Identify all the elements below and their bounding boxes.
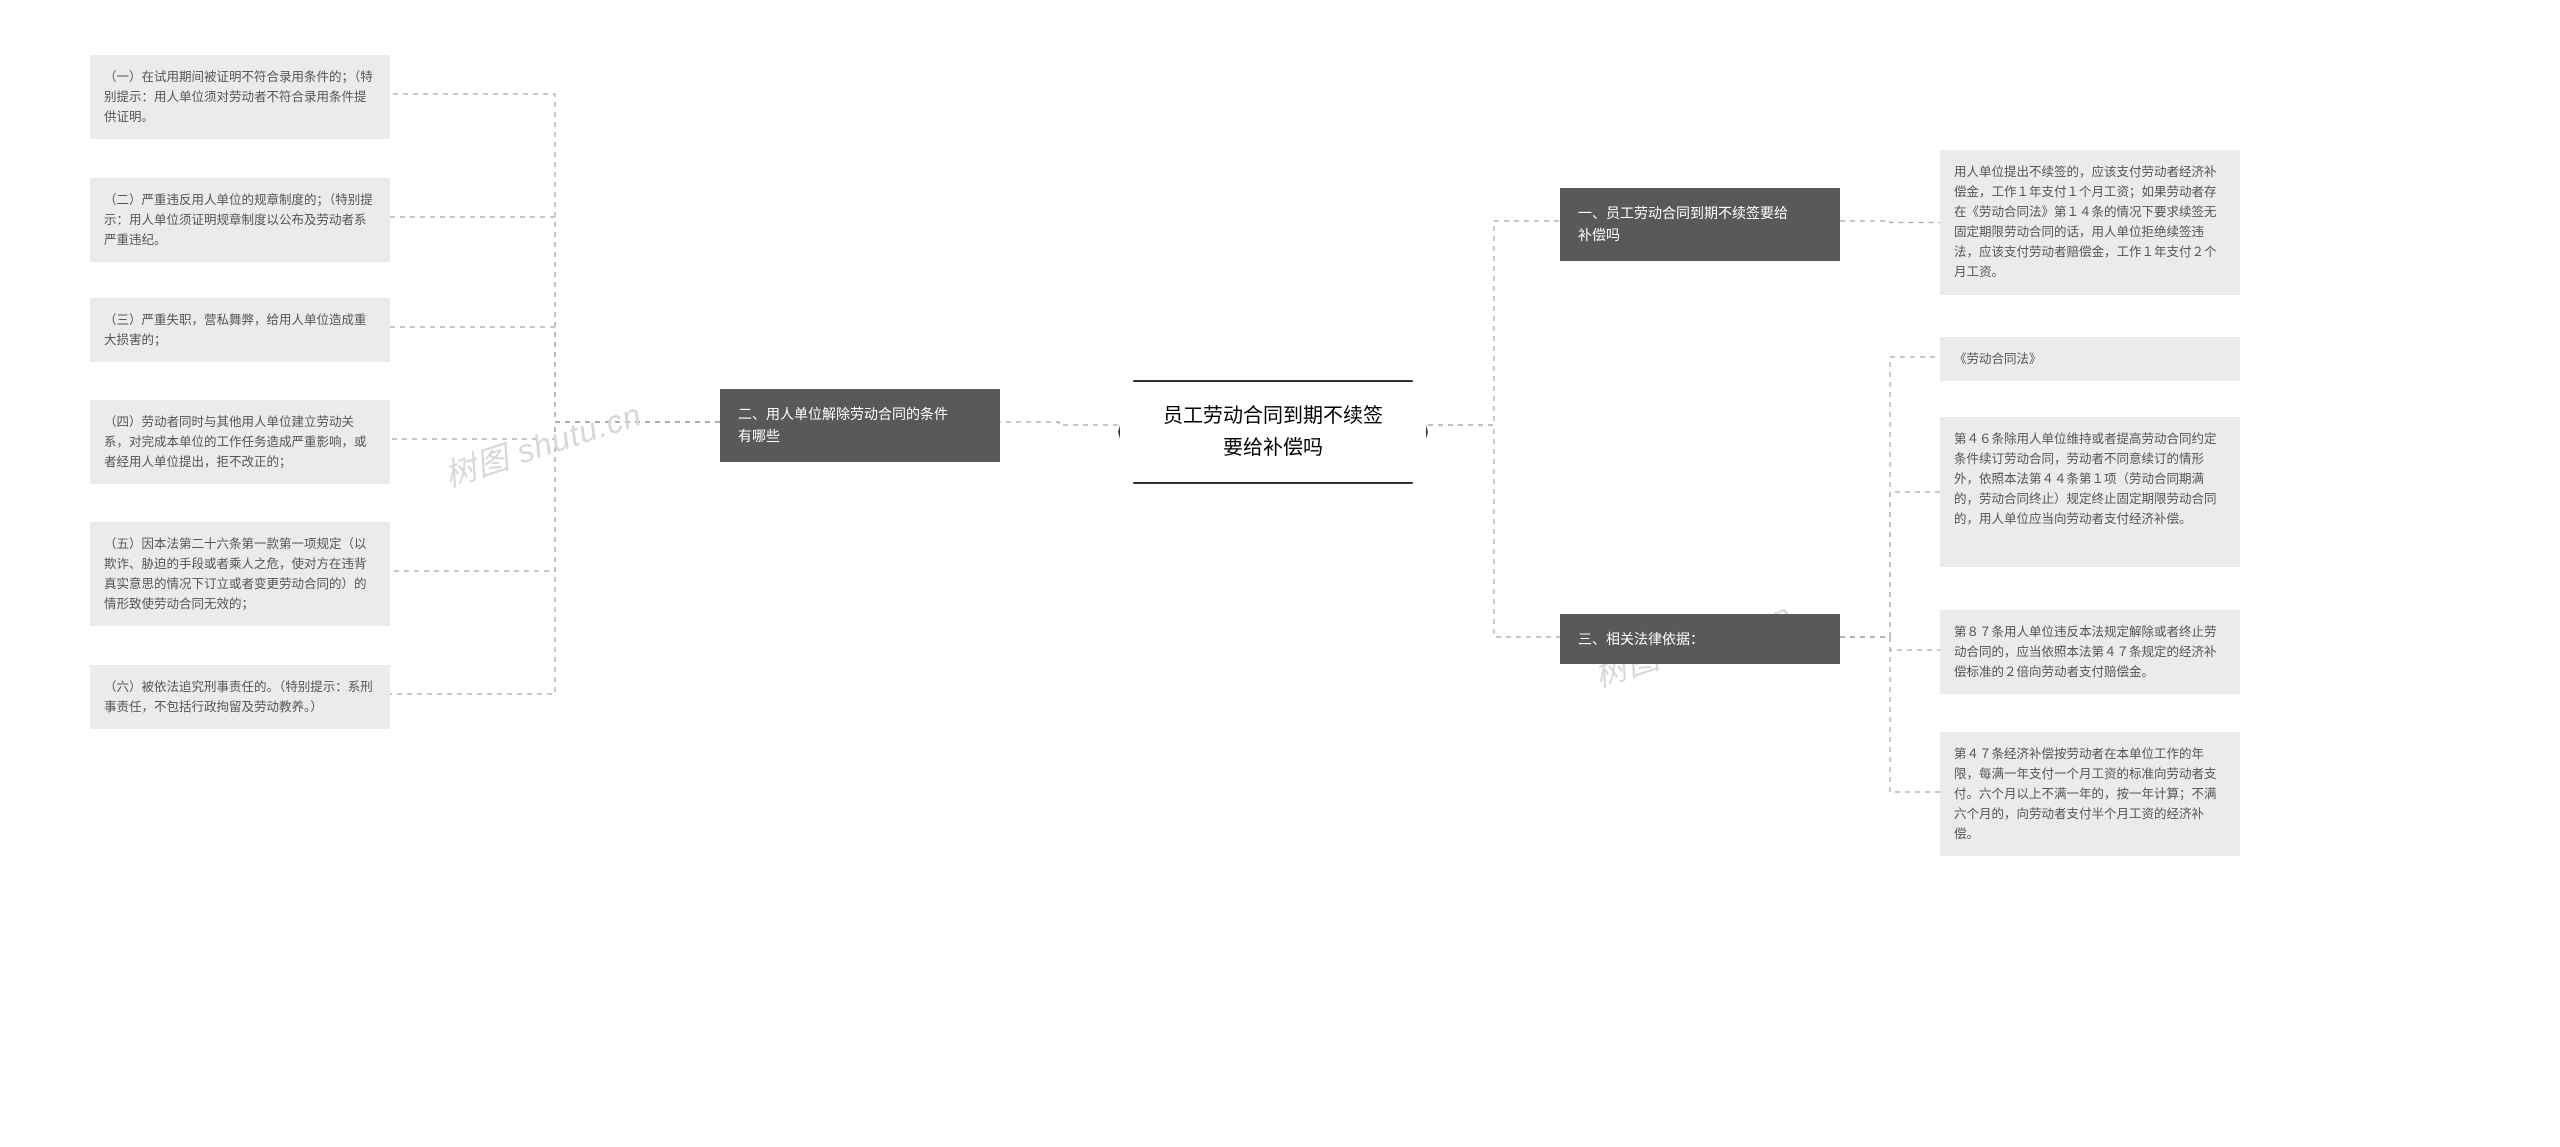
branch-1-leaf-1: 用人单位提出不续签的，应该支付劳动者经济补偿金，工作１年支付１个月工资；如果劳动… (1940, 150, 2240, 295)
branch-2-leaf-3: （三）严重失职，营私舞弊，给用人单位造成重大损害的； (90, 298, 390, 362)
branch-3-leaf-2: 第４６条除用人单位维持或者提高劳动合同约定条件续订劳动合同，劳动者不同意续订的情… (1940, 417, 2240, 567)
branch-3-leaf-4: 第４７条经济补偿按劳动者在本单位工作的年限，每满一年支付一个月工资的标准向劳动者… (1940, 732, 2240, 856)
branch-2-leaf-2: （二）严重违反用人单位的规章制度的；（特别提示：用人单位须证明规章制度以公布及劳… (90, 178, 390, 262)
branch-2-leaf-4: （四）劳动者同时与其他用人单位建立劳动关系，对完成本单位的工作任务造成严重影响，… (90, 400, 390, 484)
branch-2: 二、用人单位解除劳动合同的条件有哪些 (720, 389, 1000, 462)
branch-2-leaf-1: （一）在试用期间被证明不符合录用条件的；（特别提示：用人单位须对劳动者不符合录用… (90, 55, 390, 139)
branch-2-leaf-6: （六）被依法追究刑事责任的。（特别提示：系刑事责任，不包括行政拘留及劳动教养。） (90, 665, 390, 729)
branch-2-leaf-5: （五）因本法第二十六条第一款第一项规定（以欺诈、胁迫的手段或者乘人之危，使对方在… (90, 522, 390, 626)
watermark-1: 树图 shutu.cn (438, 389, 647, 496)
branch-3-leaf-3: 第８７条用人单位违反本法规定解除或者终止劳动合同的，应当依照本法第４７条规定的经… (1940, 610, 2240, 694)
branch-3-leaf-1: 《劳动合同法》 (1940, 337, 2240, 381)
center-node: 员工劳动合同到期不续签要给补偿吗 (1118, 380, 1428, 484)
branch-3: 三、相关法律依据： (1560, 614, 1840, 664)
branch-1: 一、员工劳动合同到期不续签要给补偿吗 (1560, 188, 1840, 261)
